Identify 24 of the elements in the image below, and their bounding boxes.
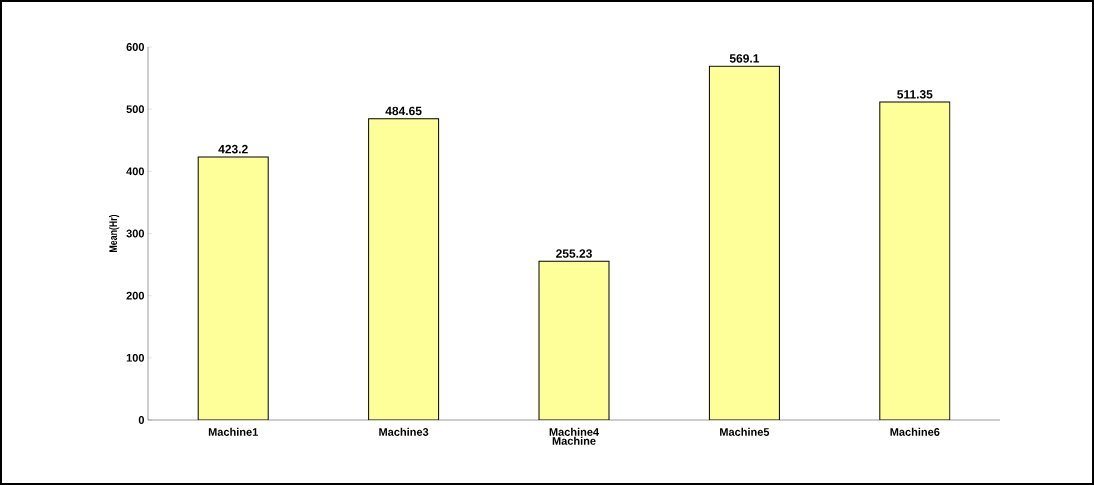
x-tick-label: Machine6: [890, 427, 940, 436]
bar: [879, 101, 951, 420]
bar: [368, 118, 440, 420]
y-tick-label: 400: [126, 167, 145, 176]
data-label: 511.35: [897, 90, 933, 99]
x-tick-label: Machine5: [720, 427, 770, 436]
bar: [708, 65, 780, 420]
x-tick-label: Machine3: [379, 427, 429, 436]
x-tick-label: Machine1: [208, 427, 258, 436]
y-axis-title: Mean(Hr): [109, 214, 120, 252]
bar: [538, 260, 610, 420]
x-tick-label: Machine4: [549, 427, 600, 436]
bar: [197, 156, 269, 420]
y-tick-label: 0: [138, 416, 145, 424]
y-tick-label: 200: [126, 291, 145, 300]
y-tick-label: 500: [126, 105, 145, 114]
y-tick-label: 100: [126, 353, 145, 362]
x-axis-title: Machine: [552, 436, 596, 445]
data-label: 423.2: [218, 144, 248, 154]
y-tick-label: 600: [126, 43, 145, 51]
y-tick-label: 300: [126, 229, 145, 238]
data-label: 484.65: [385, 106, 422, 116]
data-label: 255.23: [556, 249, 592, 258]
data-label: 569.1: [729, 54, 760, 63]
